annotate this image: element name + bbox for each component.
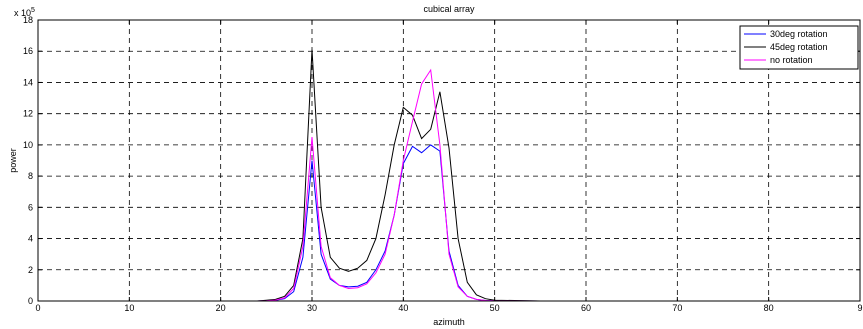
series-line-30deg-rotation: [38, 144, 860, 302]
y-tick-label: 0: [28, 296, 33, 306]
x-tick-label: 0: [35, 303, 40, 313]
y-tick-label: 4: [28, 234, 33, 244]
x-tick-label: 9: [857, 303, 862, 313]
y-tick-label: 8: [28, 171, 33, 181]
y-exponent-base: x 10: [14, 8, 31, 18]
x-tick-label: 60: [581, 303, 591, 313]
x-tick-label: 50: [490, 303, 500, 313]
legend: 30deg rotation 45deg rotation no rotation: [739, 25, 859, 70]
x-tick-label: 30: [307, 303, 317, 313]
x-tick-label: 80: [764, 303, 774, 313]
y-exponent-label: x 105: [14, 7, 35, 18]
plot-frame: [37, 19, 861, 302]
series-line-45deg-rotation: [38, 49, 860, 302]
y-exponent-power: 5: [31, 7, 35, 14]
x-tick-label: 10: [124, 303, 134, 313]
y-axis-title: power: [8, 148, 18, 173]
y-tick-label: 2: [28, 265, 33, 275]
y-tick-label: 18: [23, 15, 33, 25]
x-tick-label: 40: [398, 303, 408, 313]
y-tick-label: 12: [23, 109, 33, 119]
y-tick-label: 16: [23, 46, 33, 56]
legend-label: no rotation: [770, 55, 813, 65]
y-tick-label: 6: [28, 202, 33, 212]
legend-label: 30deg rotation: [770, 29, 828, 39]
x-axis-title: azimuth: [433, 317, 465, 327]
chart-title: cubical array: [423, 4, 475, 14]
series-line-no-rotation: [38, 68, 860, 302]
series-layer: [38, 49, 860, 302]
y-tick-label: 14: [23, 77, 33, 87]
x-tick-label: 70: [672, 303, 682, 313]
x-tick-label: 20: [216, 303, 226, 313]
legend-label: 45deg rotation: [770, 42, 828, 52]
grid: [38, 20, 860, 301]
y-tick-label: 10: [23, 140, 33, 150]
